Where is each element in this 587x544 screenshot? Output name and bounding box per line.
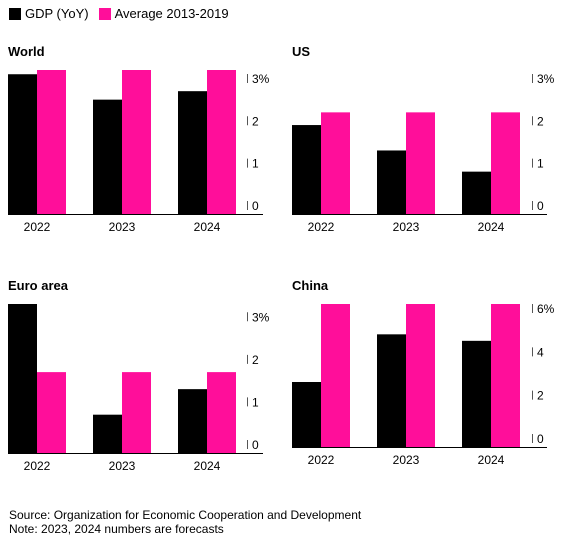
us-bar-gdp-2023 (377, 150, 406, 214)
legend-item-average: Average 2013-2019 (98, 6, 229, 21)
euro-area-xtick-2023: 2023 (109, 459, 136, 473)
china-bar-gdp-2024 (462, 340, 491, 447)
china-title: China (292, 278, 329, 293)
euro-area-bar-gdp-2022 (8, 304, 37, 453)
euro-area-ytick-1: 1 (252, 395, 259, 409)
euro-area-bar-average-2022 (37, 372, 66, 453)
china-xtick-2024: 2024 (478, 453, 505, 467)
china-xtick-2022: 2022 (308, 453, 335, 467)
china-bar-average-2023 (406, 304, 435, 447)
euro-area-bar-gdp-2023 (93, 414, 122, 453)
world-xtick-2023: 2023 (109, 220, 136, 234)
china-bar-gdp-2022 (292, 382, 321, 447)
china-bar-average-2022 (321, 304, 350, 447)
world-bar-gdp-2023 (93, 99, 122, 214)
us-ytick-2: 2 (537, 114, 544, 128)
china-ytick-0: 0 (537, 432, 544, 446)
us-ytick-3: 3% (537, 72, 555, 86)
world-xtick-2024: 2024 (194, 220, 221, 234)
euro-area-bar-average-2024 (207, 372, 236, 453)
us-ytick-0: 0 (537, 199, 544, 213)
world-ytick-2: 2 (252, 114, 259, 128)
us-bar-gdp-2022 (292, 125, 321, 214)
us-bar-average-2023 (406, 112, 435, 214)
world-ytick-3: 3% (252, 72, 270, 86)
china-ytick-6: 6% (537, 302, 555, 316)
china-ytick-4: 4 (537, 345, 544, 359)
legend-label-average: Average 2013-2019 (114, 6, 229, 21)
legend-item-gdp: GDP (YoY) (9, 6, 89, 21)
legend-swatch-gdp (9, 7, 21, 20)
euro-area-ytick-3: 3% (252, 310, 270, 324)
world-ytick-0: 0 (252, 199, 259, 213)
us-bar-average-2022 (321, 112, 350, 214)
world-xtick-2022: 2022 (24, 220, 51, 234)
legend: GDP (YoY) Average 2013-2019 (9, 6, 239, 21)
footer: Source: Organization for Economic Cooper… (9, 508, 361, 536)
source-note: Source: Organization for Economic Cooper… (9, 508, 362, 522)
us-bar-average-2024 (491, 112, 520, 214)
euro-area-xtick-2024: 2024 (194, 459, 221, 473)
world-bar-average-2023 (122, 70, 151, 214)
world-bar-gdp-2024 (178, 91, 207, 214)
china-xtick-2023: 2023 (393, 453, 420, 467)
us-ytick-1: 1 (537, 157, 544, 171)
china-ytick-2: 2 (537, 389, 544, 403)
world-bar-gdp-2022 (8, 74, 37, 214)
us-xtick-2024: 2024 (478, 220, 505, 234)
legend-swatch-average (98, 7, 111, 20)
euro-area-ytick-2: 2 (252, 353, 259, 367)
euro-area-title: Euro area (8, 278, 69, 293)
euro-area-xtick-2022: 2022 (24, 459, 51, 473)
legend-label-gdp: GDP (YoY) (25, 6, 89, 21)
euro-area-bar-average-2023 (122, 372, 151, 453)
china-bar-average-2024 (491, 304, 520, 447)
euro-area-bar-gdp-2024 (178, 389, 207, 453)
world-bar-average-2024 (207, 70, 236, 214)
forecast-note: Note: 2023, 2024 numbers are forecasts (9, 522, 224, 536)
china-bar-gdp-2023 (377, 334, 406, 447)
us-xtick-2022: 2022 (308, 220, 335, 234)
world-title: World (8, 44, 45, 59)
us-bar-gdp-2024 (462, 171, 491, 214)
world-ytick-1: 1 (252, 157, 259, 171)
us-title: US (292, 44, 310, 59)
world-bar-average-2022 (37, 70, 66, 214)
euro-area-ytick-0: 0 (252, 438, 259, 452)
us-xtick-2023: 2023 (393, 220, 420, 234)
